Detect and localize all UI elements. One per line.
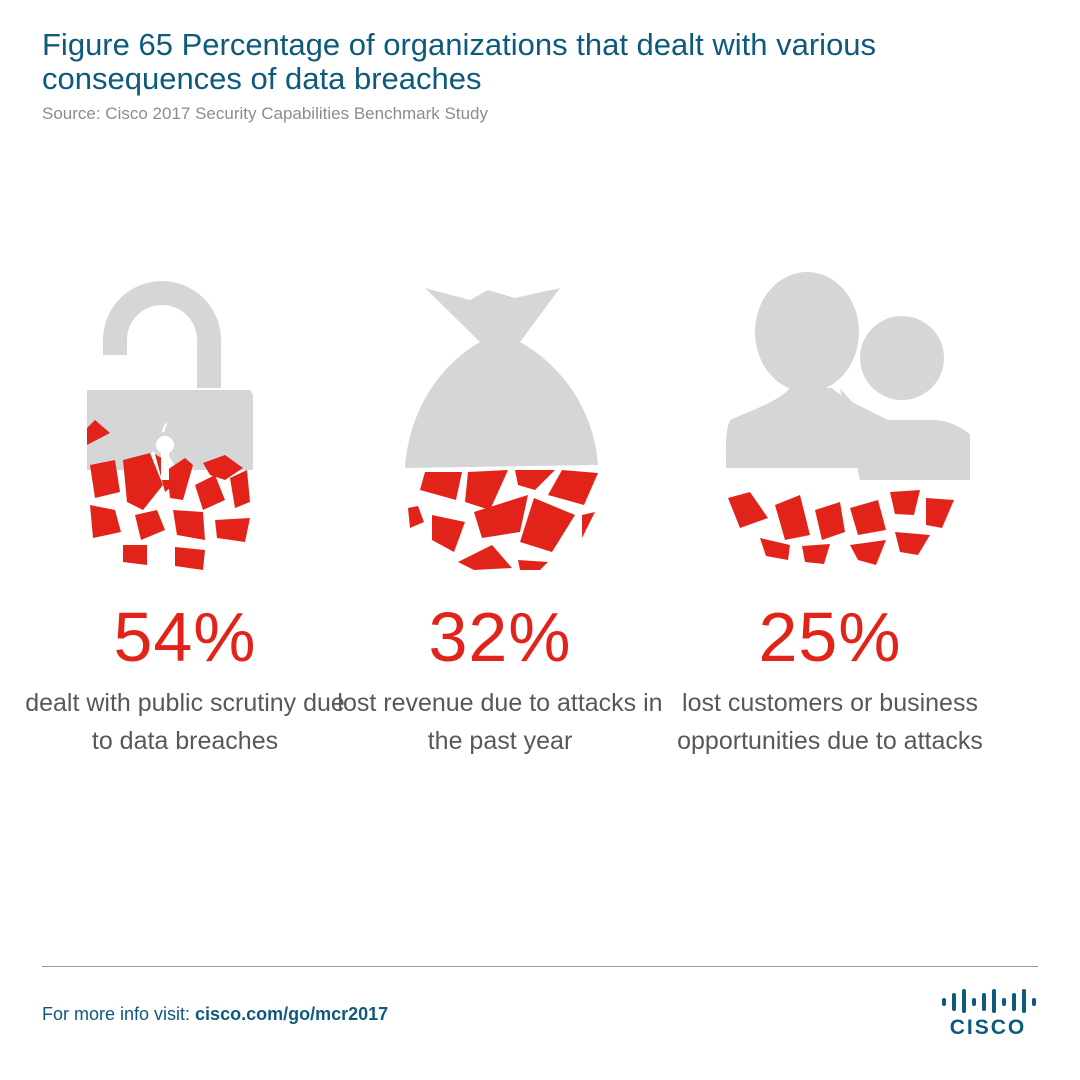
footer-link[interactable]: cisco.com/go/mcr2017: [195, 1004, 389, 1024]
cisco-bars-icon: [942, 989, 1036, 1013]
stat-description: lost customers or business opportunities…: [677, 689, 983, 755]
stat-item-lost-revenue: 32% lost revenue due to attacks in the p…: [335, 270, 665, 760]
broken-people-icon: [725, 272, 970, 565]
cisco-logo: CISCO: [940, 988, 1040, 1042]
stat-item-public-scrutiny: 54% dealt with public scrutiny due to da…: [20, 270, 350, 760]
broken-money-bag-icon: [405, 288, 598, 570]
stat-value: 54%: [113, 598, 257, 676]
footer-divider: [42, 966, 1038, 967]
footer-info: For more info visit: cisco.com/go/mcr201…: [42, 1004, 388, 1025]
broken-padlock-icon: [87, 281, 253, 570]
stat-description: lost revenue due to attacks in the past …: [337, 689, 663, 755]
figure-title: Figure 65 Percentage of organizations th…: [42, 27, 877, 96]
stat-item-lost-customers: 25% lost customers or business opportuni…: [665, 270, 995, 760]
stat-value: 25%: [758, 598, 902, 676]
source-note: Source: Cisco 2017 Security Capabilities…: [42, 104, 488, 123]
cisco-logo-text: CISCO: [949, 1016, 1027, 1039]
stat-value: 32%: [428, 598, 572, 676]
stat-description: dealt with public scrutiny due to data b…: [25, 689, 345, 755]
footer-prefix: For more info visit:: [42, 1004, 196, 1024]
